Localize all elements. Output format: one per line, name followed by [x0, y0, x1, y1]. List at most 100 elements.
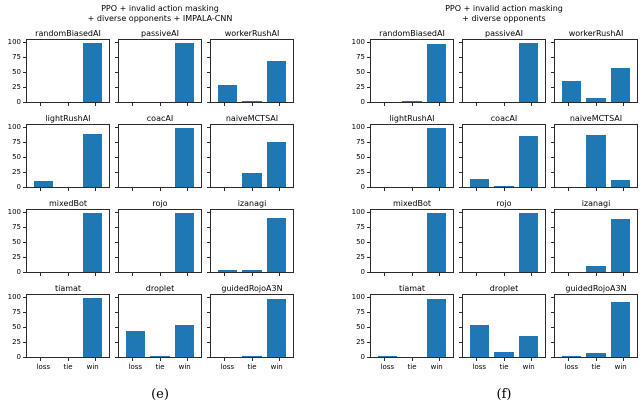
- x-tick-mark: [94, 188, 96, 191]
- chart-group-f: PPO + invalid action masking + diverse o…: [348, 4, 638, 408]
- plot-area: loss tie win: [207, 294, 294, 371]
- y-tick-mark: [207, 186, 210, 188]
- subplot-lightRushAI: lightRushAI 0 25 50 75 100: [8, 114, 110, 191]
- bar-slot-tie: [584, 40, 609, 102]
- y-tick-mark: [115, 101, 118, 103]
- x-tick-mark: [278, 103, 280, 106]
- y-tick-mark: [23, 227, 26, 229]
- plot-area: 0 25 50 75 100: [8, 39, 110, 106]
- y-tick-label: 100: [351, 38, 365, 47]
- bar-slot-tie: [584, 125, 609, 187]
- y-tick-label: 0: [16, 352, 21, 361]
- subplot-title: tiamat: [54, 284, 82, 293]
- x-tick-mark: [186, 358, 188, 361]
- bar-slot-win: [424, 40, 449, 102]
- y-tick-label: 75: [356, 138, 365, 147]
- bar-slot-tie: [240, 295, 265, 357]
- y-tick-label: 50: [356, 152, 365, 161]
- plot-area: [115, 39, 202, 106]
- y-tick-mark: [459, 186, 462, 188]
- plot-area: 0 25 50 75 100: [8, 209, 110, 276]
- bar-win: [175, 212, 195, 272]
- x-tick-mark: [476, 273, 478, 276]
- group-title-line2: + diverse opponents: [462, 14, 546, 23]
- bar-series: [119, 210, 201, 272]
- bar-slot-loss: [31, 210, 56, 272]
- x-tick-mark: [411, 358, 413, 361]
- bar-slot-loss: [375, 210, 400, 272]
- bar-slot-win: [516, 295, 541, 357]
- plot-area: 0 25 50 75 100: [352, 39, 454, 106]
- y-tick-mark: [551, 312, 554, 314]
- bar-series: [463, 295, 545, 357]
- x-tick-mark: [530, 188, 532, 191]
- bar-slot-win: [424, 125, 449, 187]
- y-tick-mark: [367, 156, 370, 158]
- bar-slot-win: [608, 125, 633, 187]
- x-tick-mark: [411, 103, 413, 106]
- bar-win: [267, 61, 287, 102]
- bar-slot-win: [516, 125, 541, 187]
- bar-loss: [217, 270, 237, 272]
- group-title-line1: PPO + invalid action masking: [101, 4, 219, 13]
- y-tick-mark: [367, 171, 370, 173]
- y-tick-label: 75: [356, 308, 365, 317]
- bar-slot-loss: [559, 40, 584, 102]
- x-tick-mark: [224, 188, 226, 191]
- bar-win: [519, 335, 539, 357]
- bar-series: [211, 295, 293, 357]
- y-tick-mark: [459, 127, 462, 129]
- bar-slot-tie: [400, 210, 425, 272]
- bar-slot-win: [608, 295, 633, 357]
- y-tick-label: 75: [356, 53, 365, 62]
- x-tick-mark: [568, 358, 570, 361]
- bar-slot-tie: [240, 40, 265, 102]
- bar-loss: [469, 179, 489, 187]
- subplot-passiveAI: passiveAI: [459, 29, 546, 106]
- x-tick-mark: [67, 358, 69, 361]
- bar-win: [83, 297, 103, 357]
- bar-slot-loss: [123, 125, 148, 187]
- bar-series: [211, 210, 293, 272]
- y-tick-label: 100: [7, 293, 21, 302]
- plot-area: [207, 39, 294, 106]
- subplot-title: droplet: [489, 284, 519, 293]
- x-tick-label: tie: [591, 363, 601, 371]
- y-tick-mark: [367, 271, 370, 273]
- bar-slot-tie: [56, 210, 81, 272]
- x-tick-mark: [622, 103, 624, 106]
- bar-win: [83, 212, 103, 272]
- y-tick-mark: [207, 297, 210, 299]
- x-tick-mark: [224, 358, 226, 361]
- x-tick-label: tie: [63, 363, 73, 371]
- y-tick-mark: [115, 171, 118, 173]
- subplot-title: lightRushAI: [45, 114, 91, 123]
- plot-area: [115, 209, 202, 276]
- plot-area: [551, 124, 638, 191]
- subplot-title: coacAI: [146, 114, 174, 123]
- x-tick-label: loss: [564, 363, 579, 371]
- y-tick-mark: [367, 101, 370, 103]
- bar-win: [519, 212, 539, 272]
- y-tick-label: 100: [351, 293, 365, 302]
- x-tick-mark: [384, 103, 386, 106]
- bar-slot-tie: [56, 40, 81, 102]
- chart-group-e: PPO + invalid action masking + diverse o…: [4, 4, 294, 408]
- plot-area: [551, 39, 638, 106]
- y-tick-mark: [23, 341, 26, 343]
- y-tick-mark: [551, 212, 554, 214]
- y-tick-mark: [459, 241, 462, 243]
- bar-win: [519, 42, 539, 102]
- y-tick-mark: [23, 256, 26, 258]
- bar-series: [371, 40, 453, 102]
- x-tick-mark: [411, 188, 413, 191]
- bar-slot-loss: [215, 210, 240, 272]
- y-tick-mark: [207, 227, 210, 229]
- subplot-title: rojo: [496, 199, 512, 208]
- y-tick-label: 25: [356, 252, 365, 261]
- x-tick-mark: [186, 273, 188, 276]
- subplot-guidedRojoA3N: guidedRojoA3N loss tie win: [207, 284, 294, 371]
- y-tick-mark: [23, 57, 26, 59]
- bar-win: [267, 142, 287, 187]
- y-tick-mark: [207, 42, 210, 44]
